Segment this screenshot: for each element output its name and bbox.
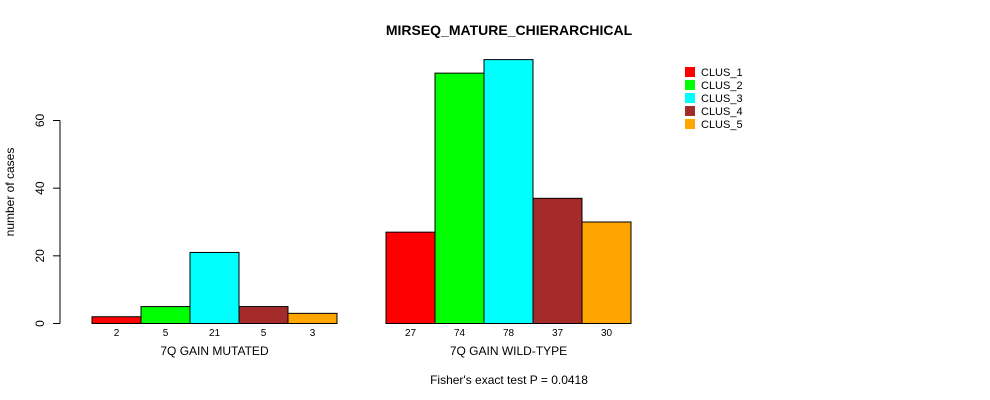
legend-label-2: CLUS_2 [701,80,743,92]
legend-label-5: CLUS_5 [701,119,743,131]
bar-clus1-group1 [91,316,142,325]
bar-clus4-group2 [532,197,583,324]
count-label: 21 [209,328,221,339]
count-label: 2 [114,328,120,339]
legend-swatch-3 [685,93,695,103]
legend-swatch-5 [685,119,695,129]
bar-clus5-group1 [287,312,338,325]
bar-clus2-group2 [434,72,485,324]
y-axis: 0 20 40 60 [33,114,61,327]
count-label: 5 [163,328,169,339]
group-label-2: 7Q GAIN WILD-TYPE [450,344,567,358]
count-label: 74 [454,328,466,339]
count-label: 78 [503,328,515,339]
bar-clus5-group2 [581,221,632,324]
y-tick-label-20: 20 [33,249,47,263]
legend-label-3: CLUS_3 [701,93,743,105]
group-label-1: 7Q GAIN MUTATED [160,344,269,358]
count-label: 27 [405,328,417,339]
count-label: 3 [310,328,316,339]
y-tick-label-40: 40 [33,181,47,195]
fisher-test-footer: Fisher's exact test P = 0.0418 [430,373,588,387]
y-tick-label-60: 60 [33,114,47,128]
bars [91,59,632,325]
count-label: 5 [261,328,267,339]
legend-swatch-1 [685,67,695,77]
legend-label-4: CLUS_4 [701,106,743,118]
legend-swatch-2 [685,80,695,90]
legend-label-1: CLUS_1 [701,67,743,79]
legend-swatch-4 [685,106,695,116]
bar-clus3-group2 [483,59,534,324]
group-labels: 7Q GAIN MUTATED 7Q GAIN WILD-TYPE [160,344,567,358]
bar-clus3-group1 [189,251,240,324]
y-tick-label-0: 0 [33,320,47,327]
y-axis-label: number of cases [3,148,17,237]
chart-title: MIRSEQ_MATURE_CHIERARCHICAL [386,22,633,38]
count-labels: 2 5 21 5 3 27 74 78 37 30 [114,328,613,339]
bar-clus4-group1 [238,306,289,325]
bar-clus2-group1 [140,306,191,325]
count-label: 37 [552,328,564,339]
count-label: 30 [601,328,613,339]
bar-clus1-group2 [385,231,436,324]
